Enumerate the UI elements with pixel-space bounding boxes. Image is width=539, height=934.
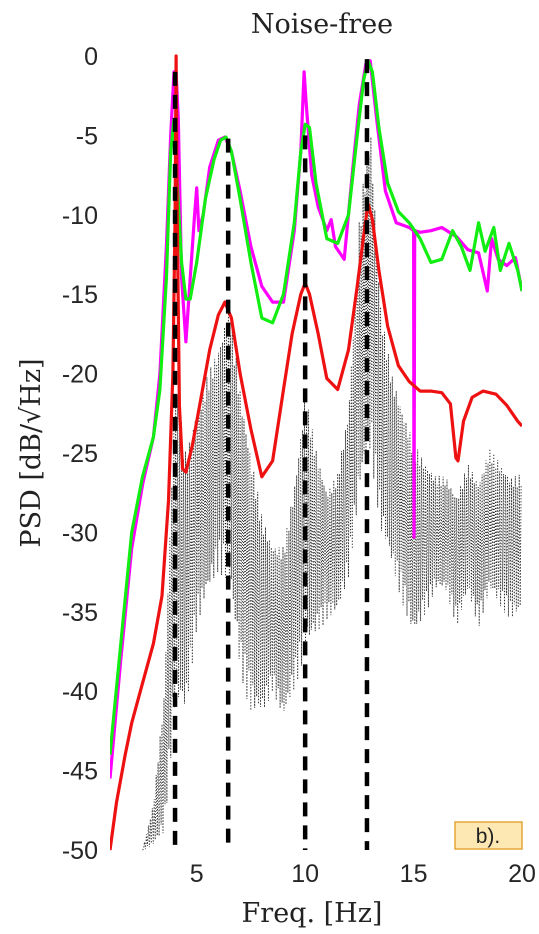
x-tick-label: 15	[400, 860, 428, 888]
y-tick-label: -20	[62, 361, 98, 389]
panel-badge: b).	[454, 821, 523, 850]
y-tick-label: -30	[62, 519, 98, 547]
y-tick-label: -45	[62, 758, 98, 786]
y-tick-label: -35	[62, 599, 98, 627]
y-tick-label: -25	[62, 440, 98, 468]
y-tick-label: -15	[62, 281, 98, 309]
y-tick-label: -5	[76, 122, 98, 150]
y-tick-label: -40	[62, 678, 98, 706]
x-tick-label: 10	[291, 860, 319, 888]
x-tick-label: 20	[508, 860, 536, 888]
y-tick-label: 0	[84, 43, 98, 71]
y-axis: 0 -5 -10 -15 -20 -25 -30 -35 -40 -45 -50	[62, 43, 98, 865]
panel-badge-label: b).	[476, 825, 501, 848]
x-tick-label: 5	[190, 860, 204, 888]
x-axis: 5 10 15 20	[190, 860, 536, 888]
y-tick-label: -10	[62, 202, 98, 230]
reference-vlines	[172, 59, 370, 850]
x-axis-label: Freq. [Hz]	[242, 898, 383, 929]
y-tick-label: -50	[62, 837, 98, 865]
chart-title: Noise-free	[251, 9, 393, 40]
y-axis-label: PSD [dB/√Hz]	[16, 358, 47, 547]
